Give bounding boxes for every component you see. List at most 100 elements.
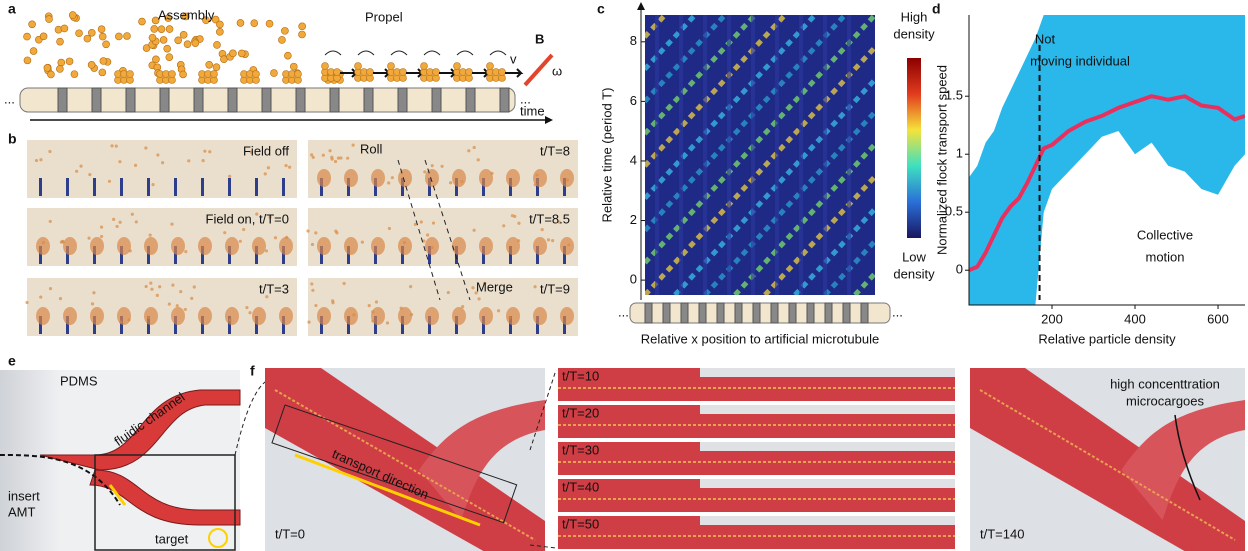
post (397, 87, 408, 113)
post (66, 246, 69, 264)
post-column (703, 15, 707, 295)
particle (460, 179, 464, 184)
particle (39, 295, 43, 299)
channel (1121, 400, 1245, 520)
streak (645, 15, 817, 202)
post (39, 178, 42, 196)
flock (63, 237, 77, 255)
particle (114, 144, 118, 148)
post (499, 87, 510, 113)
particle (546, 238, 551, 242)
flock (36, 307, 50, 325)
particle (387, 226, 392, 231)
post (120, 316, 123, 334)
particle (314, 231, 318, 235)
particle (409, 285, 413, 289)
label: target (155, 531, 189, 546)
label: ω (552, 63, 562, 78)
post (228, 316, 231, 334)
particle (107, 179, 112, 183)
flock (479, 307, 493, 325)
particle (263, 172, 267, 176)
flock (317, 169, 331, 187)
y-tick-label: 1.5 (945, 88, 963, 103)
particle (57, 58, 66, 67)
flock (317, 237, 331, 255)
particle (265, 295, 269, 299)
particle (175, 304, 179, 308)
label: Assembly (158, 7, 215, 22)
post-column (847, 15, 851, 295)
post (363, 87, 374, 113)
post (509, 316, 512, 334)
colorbar (907, 58, 921, 238)
y-tick-label: 4 (630, 152, 637, 167)
particle (134, 220, 138, 224)
post (536, 178, 539, 196)
label: t/T=50 (562, 516, 599, 531)
particle (285, 235, 289, 239)
post (680, 302, 689, 324)
particle (228, 174, 232, 178)
particle (471, 286, 475, 290)
post (147, 316, 150, 334)
direction (294, 453, 481, 527)
particle (163, 44, 172, 53)
flock (371, 169, 385, 187)
streak (645, 15, 875, 267)
particle (184, 249, 188, 254)
particle (148, 33, 157, 42)
label: Not (1035, 31, 1056, 46)
particle (28, 20, 36, 29)
post (66, 178, 69, 196)
particle (440, 164, 444, 168)
flock (371, 307, 385, 325)
particle (212, 63, 221, 71)
label: microcargoes (1126, 393, 1205, 408)
cluster-particle (432, 68, 440, 76)
flock (506, 169, 520, 187)
post (125, 87, 136, 113)
panel-label: a (8, 1, 16, 17)
particle (533, 285, 537, 289)
velocity (472, 68, 491, 78)
particle (284, 163, 288, 168)
particle (496, 309, 501, 313)
particle (298, 22, 306, 31)
y-tick-label: 6 (630, 93, 637, 108)
flock (533, 307, 547, 325)
particle (87, 61, 96, 69)
post (465, 87, 476, 113)
particle (123, 32, 131, 40)
particle (289, 62, 298, 71)
flock (36, 237, 50, 255)
post (329, 87, 340, 113)
post (509, 246, 512, 264)
rotation (324, 50, 342, 56)
particle (99, 57, 108, 65)
panel-label: c (597, 1, 605, 17)
flock (452, 307, 466, 325)
micrograph (27, 140, 297, 198)
particle (151, 183, 155, 187)
flock (252, 237, 266, 255)
post (431, 87, 442, 113)
post (147, 178, 150, 196)
particle (43, 64, 52, 72)
post (401, 178, 404, 196)
post (428, 246, 431, 264)
post-column (823, 15, 827, 295)
link (529, 369, 557, 549)
particle (164, 14, 173, 22)
streak (703, 108, 875, 295)
particle (446, 290, 450, 295)
post (482, 316, 485, 334)
post (374, 316, 377, 334)
micrograph (308, 278, 578, 336)
particle (306, 229, 310, 233)
heatmap-streaks (645, 15, 875, 295)
flock (506, 237, 520, 255)
rotation (357, 50, 375, 56)
particle (430, 246, 434, 250)
micrograph (27, 278, 297, 336)
